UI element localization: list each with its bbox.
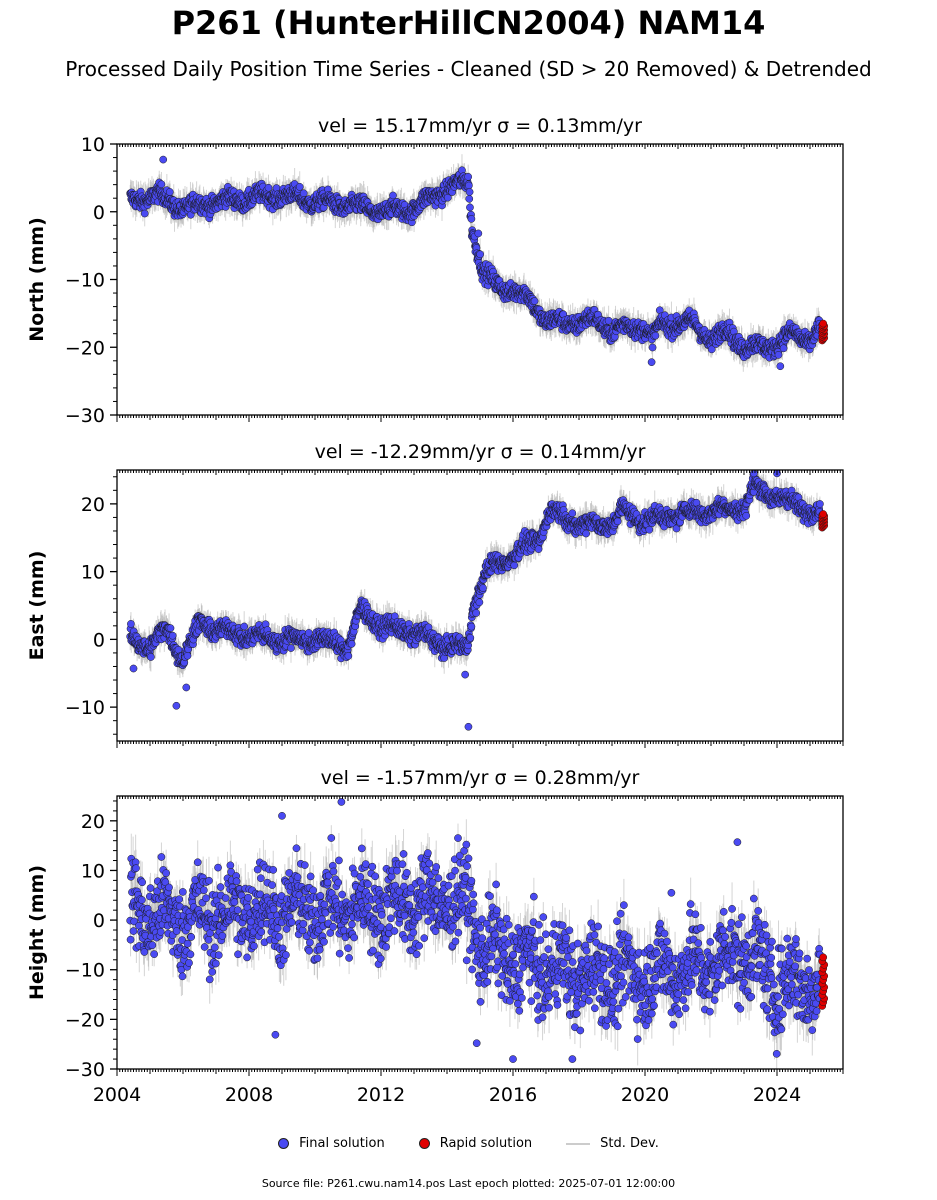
y-tick-label: −20 xyxy=(65,337,105,359)
north-data xyxy=(126,154,829,372)
final-point xyxy=(465,181,473,190)
y-tick-label: 0 xyxy=(93,202,105,224)
final-point xyxy=(264,183,273,192)
final-point xyxy=(774,351,783,359)
final-point xyxy=(464,172,473,181)
final-point xyxy=(779,344,788,353)
rapid-point xyxy=(819,319,828,328)
y-tick-label: −30 xyxy=(65,405,105,427)
y-tick-label: 10 xyxy=(81,134,105,156)
outlier-point xyxy=(159,155,168,164)
final-point xyxy=(165,188,174,196)
east-data xyxy=(126,470,829,731)
final-point xyxy=(651,331,660,340)
final-point xyxy=(466,203,474,212)
outlier-point xyxy=(647,358,656,367)
time-series-figure: −30 −20 −10 0 10 vel = 15.17mm/yr σ = 0.13mm/… xyxy=(26,115,844,1106)
outlier-point xyxy=(776,362,785,371)
final-point xyxy=(389,191,397,200)
outlier-point xyxy=(474,229,483,238)
final-point xyxy=(467,215,476,223)
final-point xyxy=(295,182,304,191)
chart-subtitle: Processed Daily Position Time Series - C… xyxy=(65,57,872,81)
final-point xyxy=(465,194,474,203)
final-point xyxy=(648,343,657,352)
north-y-axis-label: North (mm) xyxy=(26,217,48,342)
final-point xyxy=(476,250,484,259)
y-tick-label: −10 xyxy=(65,270,105,292)
final-point xyxy=(604,316,613,325)
final-point xyxy=(465,188,474,196)
north-panel: −30 −20 −10 0 10 vel = 15.17mm/yr σ = 0.13mm/… xyxy=(26,115,844,427)
north-final-points xyxy=(126,155,824,371)
final-point xyxy=(157,180,166,189)
chart-main-title: P261 (HunterHillCN2004) NAM14 xyxy=(171,4,766,42)
final-point xyxy=(140,209,149,218)
north-rapid-points xyxy=(818,319,829,345)
north-panel-title: vel = 15.17mm/yr σ = 0.13mm/yr xyxy=(318,115,642,137)
final-point xyxy=(299,189,308,198)
final-point xyxy=(530,297,539,305)
